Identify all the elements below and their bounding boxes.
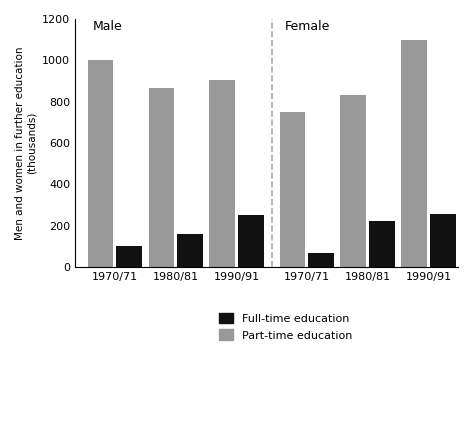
Bar [210, 80, 235, 267]
Legend: Full-time education, Part-time education: Full-time education, Part-time education [219, 313, 352, 341]
Bar [88, 60, 113, 267]
Bar [430, 214, 455, 267]
Bar [116, 246, 142, 267]
Bar [238, 215, 263, 267]
Text: Female: Female [285, 20, 330, 33]
Bar [341, 95, 366, 267]
Y-axis label: Men and women in further education
(thousands): Men and women in further education (thou… [15, 46, 36, 240]
Bar [177, 234, 203, 267]
Bar [308, 253, 334, 267]
Bar [369, 221, 394, 267]
Bar [280, 112, 305, 267]
Bar [402, 40, 427, 267]
Text: Male: Male [93, 20, 123, 33]
Bar [149, 88, 174, 267]
